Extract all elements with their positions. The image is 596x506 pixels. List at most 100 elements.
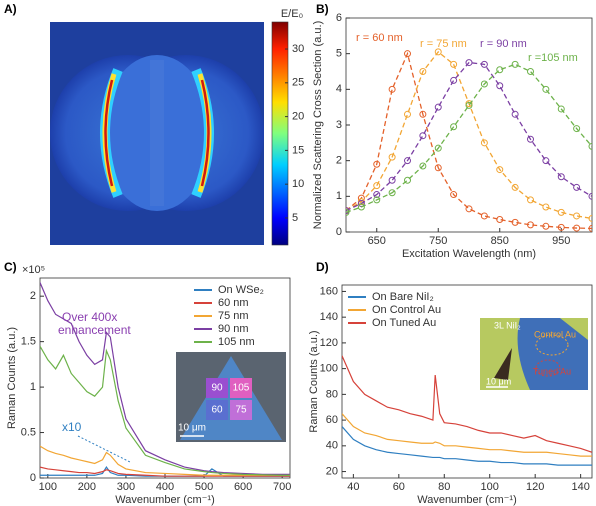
- inset-flake: [517, 318, 588, 390]
- annotation: enhancement: [58, 323, 131, 337]
- inset-label: Tuned Au: [533, 366, 571, 376]
- data-point: [388, 153, 396, 161]
- y-tick-label: 0.5: [21, 426, 36, 438]
- inset: 3L NiI₂ Control Au Tuned Au 10 μm: [480, 318, 588, 390]
- data-point: [511, 183, 519, 191]
- data-point: [373, 182, 381, 190]
- series-line: [346, 61, 592, 212]
- x-axis-label: Wavenumber (cm⁻¹): [417, 494, 517, 506]
- data-point: [542, 222, 550, 230]
- x-tick-label: 100: [39, 481, 57, 493]
- data-point: [388, 85, 396, 93]
- data-point: [496, 66, 504, 74]
- data-point: [373, 196, 381, 204]
- data-point: [465, 59, 473, 67]
- panel-label: D): [316, 260, 329, 274]
- colorbar-tick-label: 20: [292, 111, 304, 123]
- x-tick-label: 600: [234, 481, 252, 493]
- data-point: [434, 164, 442, 172]
- data-point: [573, 212, 581, 220]
- data-point: [588, 192, 592, 200]
- inset-pad: [206, 400, 228, 420]
- y-tick-label: 6: [336, 12, 342, 24]
- data-point: [434, 48, 442, 56]
- y-tick-label: 2: [336, 155, 342, 167]
- data-point: [404, 176, 411, 184]
- data-point: [450, 60, 458, 68]
- x-axis-label: Wavenumber (cm⁻¹): [115, 494, 215, 506]
- data-point: [419, 132, 427, 140]
- data-point: [557, 173, 565, 181]
- y-tick-label: 140: [320, 311, 338, 323]
- y-tick-label: 1: [336, 190, 342, 202]
- data-point: [527, 221, 534, 229]
- data-point: [480, 60, 488, 68]
- colorbar-tick-label: 15: [292, 144, 304, 156]
- y-tick-label: 4: [336, 83, 342, 95]
- data-point: [480, 80, 488, 88]
- data-point: [480, 139, 488, 147]
- legend-label: 60 nm: [218, 297, 249, 309]
- x-tick-label: 650: [368, 235, 386, 247]
- panel-label: C): [4, 260, 17, 274]
- data-point: [542, 85, 550, 93]
- x-tick-label: 750: [429, 235, 447, 247]
- data-point: [557, 208, 565, 216]
- series-line: [342, 426, 592, 466]
- data-point: [511, 60, 519, 68]
- data-point: [588, 142, 592, 150]
- data-point: [465, 205, 473, 213]
- series-line: [346, 63, 592, 213]
- data-point: [557, 105, 565, 113]
- legend-label: 105 nm: [218, 336, 255, 348]
- inset-label: 90: [211, 383, 223, 394]
- data-point: [542, 203, 550, 211]
- inset-label: Control Au: [534, 329, 576, 339]
- x-tick-label: 950: [552, 235, 570, 247]
- inset-label: 60: [211, 405, 223, 416]
- data-point: [496, 82, 504, 90]
- y-tick-label: 0: [336, 226, 342, 238]
- x-tick-label: 700: [273, 481, 291, 493]
- series-label: r = 60 nm: [356, 32, 403, 44]
- colorbar-label: E/E₀: [281, 8, 303, 20]
- inset-label: 10 μm: [486, 376, 511, 386]
- data-point: [527, 68, 534, 75]
- data-point: [511, 110, 519, 118]
- plot-frame: [345, 17, 593, 233]
- inset-label: 105: [233, 383, 250, 394]
- data-point: [373, 160, 381, 168]
- y-tick-label: 5: [336, 48, 342, 60]
- data-point: [404, 50, 411, 58]
- y-tick-label: 1: [30, 381, 36, 393]
- inset: 90 105 60 75 10 μm: [176, 352, 286, 442]
- series-line: [346, 51, 592, 230]
- data-point: [450, 76, 458, 84]
- heatmap-image: [50, 22, 264, 245]
- data-point: [527, 135, 534, 143]
- data-point: [357, 203, 365, 211]
- x-tick-label: 100: [481, 481, 499, 493]
- data-point: [511, 218, 519, 226]
- legend-label: 90 nm: [218, 323, 249, 335]
- data-point: [480, 212, 488, 220]
- y-tick-label: 80: [326, 388, 338, 400]
- data-point: [588, 224, 592, 232]
- series-label: r = 90 nm: [480, 38, 527, 50]
- legend-label: On WSe₂: [218, 284, 264, 296]
- inset-label: 75: [235, 405, 247, 416]
- data-point: [346, 208, 350, 216]
- data-point: [557, 223, 565, 231]
- inset-au: [535, 359, 561, 377]
- series-line: [346, 50, 592, 220]
- inset-au: [535, 334, 569, 356]
- panel-label: A): [4, 2, 17, 16]
- colorbar: [271, 21, 289, 246]
- x-tick-label: 500: [195, 481, 213, 493]
- inset-label: 3L NiI₂: [494, 320, 521, 330]
- series-group: [342, 355, 592, 466]
- plot-frame: [341, 284, 593, 479]
- inset-label: 10 μm: [178, 423, 206, 434]
- y-axis-label: Raman Counts (a.u.): [308, 330, 320, 432]
- data-point: [373, 191, 381, 199]
